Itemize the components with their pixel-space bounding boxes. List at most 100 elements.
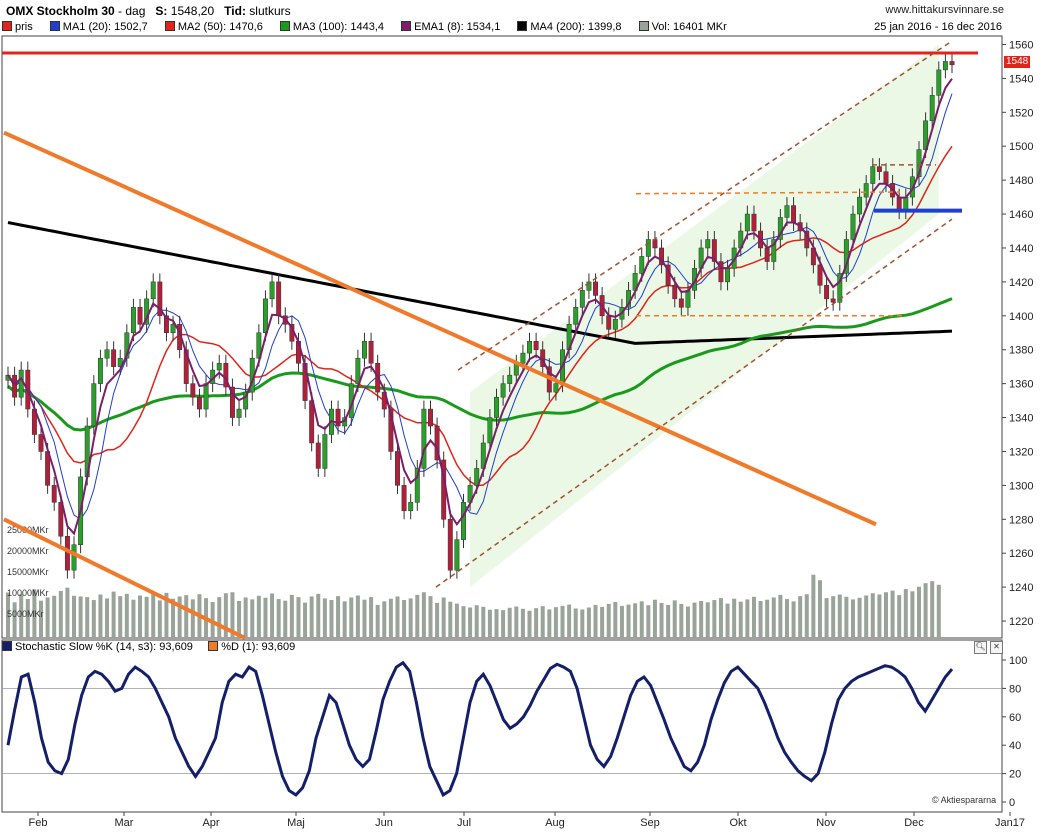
volume-bar [923, 583, 928, 638]
volume-bar [824, 598, 829, 638]
candle-body [942, 61, 948, 71]
candle-body [355, 357, 361, 384]
legend-swatch [401, 21, 412, 31]
volume-bar [118, 596, 123, 638]
candle-body [58, 502, 64, 537]
ma2-50-line [7, 145, 953, 487]
volume-bar [171, 598, 176, 638]
zoom-icon[interactable]: 🔍︎ [974, 641, 987, 654]
volume-bar [593, 604, 598, 638]
volume-bar [78, 596, 83, 638]
candle-body [824, 285, 830, 300]
volume-bar [217, 597, 222, 638]
legend-item-ema1: EMA1 (8): 1534,1 [401, 21, 500, 33]
stochastic-legend: Stochastic Slow %K (14, s3): 93,609 %D (… [2, 641, 295, 653]
volume-bar [837, 594, 842, 638]
volume-bar [237, 601, 242, 638]
range-top-line [635, 191, 901, 195]
candle-body [256, 332, 262, 359]
y-tick-label: 1340 [1009, 413, 1033, 425]
time-value: slutkurs [249, 4, 291, 18]
volume-bar [903, 589, 908, 638]
candle-body [494, 396, 499, 418]
candle-body [388, 408, 394, 452]
volume-bar [72, 595, 77, 638]
candle-body [606, 315, 612, 330]
volume-bar [349, 597, 354, 638]
y-tick-label: 1540 [1009, 73, 1033, 85]
volume-bar [144, 596, 149, 638]
volume-bar [289, 594, 294, 638]
legend-item-ma4: MA4 (200): 1399,8 [517, 21, 622, 33]
volume-bar [124, 593, 129, 638]
x-tick-label: Apr [202, 817, 219, 829]
volume-bar [936, 584, 941, 638]
candle-body [18, 369, 24, 398]
volume-bar [322, 598, 327, 638]
volume-bar [111, 591, 116, 638]
candle-body [434, 425, 440, 461]
volume-bar [296, 597, 301, 638]
legend-swatch [49, 21, 60, 31]
volume-bar [916, 586, 921, 638]
volume-bar [395, 596, 400, 638]
volume-bar [560, 605, 565, 638]
close-icon[interactable]: ✕ [990, 641, 1003, 654]
candle-body [830, 298, 836, 303]
y-tick-label: 1220 [1009, 616, 1033, 628]
candle-body [454, 539, 460, 571]
candle-body [91, 383, 97, 427]
volume-bar [408, 598, 413, 638]
volume-bar [580, 609, 585, 638]
volume-bar [553, 607, 558, 638]
volume-bar [732, 598, 737, 638]
channel-lower-line [435, 218, 953, 588]
legend-item-vol: Vol: 16401 MKr [638, 21, 727, 33]
header-sep: - [114, 4, 126, 18]
volume-bar [25, 599, 30, 638]
volume-bar [930, 581, 935, 638]
legend-swatch [2, 641, 12, 651]
y-tick-label: 1360 [1009, 379, 1033, 391]
volume-bar [817, 580, 822, 638]
volume-bar [811, 574, 816, 638]
volume-bar [65, 587, 70, 638]
volume-bar [6, 592, 10, 638]
volume-bar [751, 596, 756, 638]
y-tick-label: 1480 [1009, 175, 1033, 187]
candle-body [71, 544, 77, 571]
downtrend-line-upper [3, 130, 877, 527]
volume-bar [190, 599, 195, 638]
candle-body [315, 442, 321, 469]
candle-body [368, 340, 374, 364]
volume-bar [494, 609, 499, 638]
candle-body [170, 324, 176, 334]
y-tick-label: 1460 [1009, 209, 1033, 221]
candle-body [163, 315, 169, 334]
y-tick-label: 1240 [1009, 582, 1033, 594]
stochastic-y-tick-label: 60 [1009, 712, 1021, 724]
volume-bar [784, 599, 789, 638]
candle-body [850, 213, 856, 240]
volume-bar [362, 599, 367, 638]
candle-body [705, 239, 711, 249]
legend-swatch [2, 21, 12, 31]
watermark: © Aktiespararna [932, 795, 997, 805]
period-label: dag [125, 4, 146, 18]
volume-bar [138, 595, 143, 638]
x-tick-label: Mar [115, 817, 134, 829]
y-tick-label: 1520 [1009, 107, 1033, 119]
legend-item-ma1: MA1 (20): 1502,7 [49, 21, 148, 33]
candle-body [500, 383, 506, 398]
candle-body [190, 383, 196, 398]
site-url[interactable]: www.hittakursvinnare.se [885, 4, 1004, 16]
volume-bar [461, 606, 466, 638]
candle-body [857, 196, 863, 215]
x-tick-label: Jun [375, 817, 393, 829]
y-tick-label: 1300 [1009, 480, 1033, 492]
ema1-8-line [7, 78, 953, 536]
volume-bar [606, 603, 611, 638]
candle-body [725, 268, 731, 283]
